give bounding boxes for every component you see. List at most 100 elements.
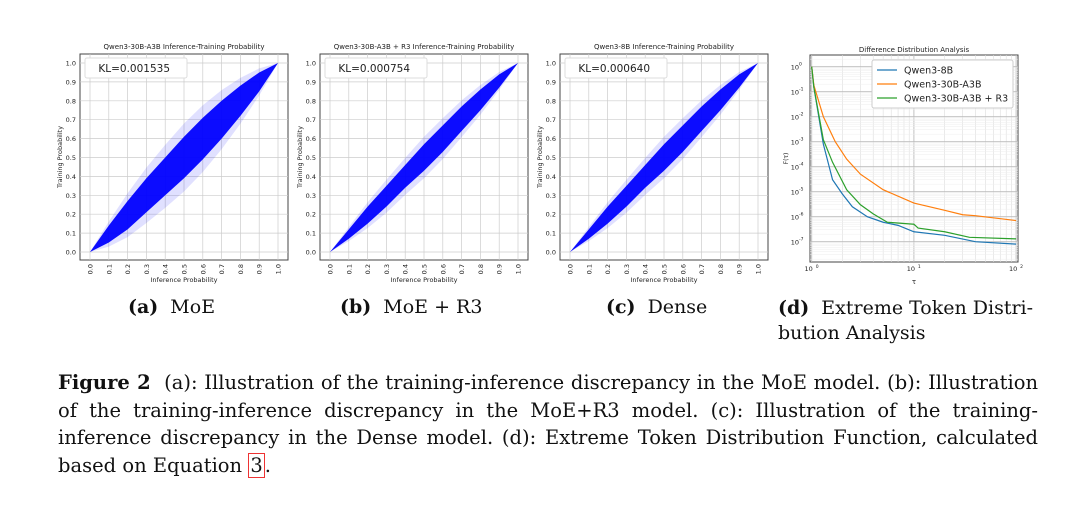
y-tick-label: 0.2 — [306, 211, 316, 219]
x-tick-label: 0.7 — [698, 264, 706, 274]
chart-title: Qwen3-8B Inference-Training Probability — [594, 43, 734, 51]
y-tick-exponent: -3 — [799, 137, 804, 143]
y-tick-label: 0.3 — [546, 192, 556, 200]
x-tick-label: 0.6 — [439, 264, 447, 274]
equation-link[interactable]: 3 — [248, 452, 265, 478]
legend-label: Qwen3-30B-A3B + R3 — [904, 94, 1008, 105]
legend-box — [564, 57, 668, 79]
subcaption-b: (b) MoE + R3 — [340, 296, 483, 318]
y-tick-label: 1.0 — [546, 60, 556, 68]
y-tick-exponent: 0 — [799, 62, 802, 68]
y-tick-label: 0.9 — [66, 78, 76, 86]
legend-box — [84, 57, 188, 79]
x-tick-label: 0.1 — [105, 264, 113, 274]
y-tick-label: 0.1 — [546, 230, 556, 238]
y-tick-exponent: -4 — [799, 162, 804, 168]
y-tick-label: 0.0 — [546, 249, 556, 257]
legend — [871, 59, 1014, 109]
x-tick-label: 0.8 — [237, 264, 245, 274]
scatter-points — [570, 63, 758, 252]
x-tick-label: 0.7 — [218, 264, 226, 274]
y-tick-label: 0.2 — [546, 211, 556, 219]
y-tick-label: 10 — [791, 189, 799, 197]
y-tick-label: 1.0 — [306, 60, 316, 68]
line-panel: 10 010 -110 -210 -310 -410 -510 -610 -710 0 10 1 10 2… — [783, 46, 1023, 286]
x-tick-label: 0.8 — [717, 264, 725, 274]
x-tick-label: 1.0 — [755, 264, 763, 274]
x-tick-label: 0.2 — [604, 264, 612, 274]
x-tick-label: 10 — [907, 265, 915, 273]
x-tick-label: 0.5 — [421, 264, 429, 274]
scatter-panel-1: 0.0 0.0 0.1 0.1 0.2 0.2 0.3 0.3 0.4 0.4 0.5 0.5 0.6 0… — [56, 43, 289, 284]
y-tick-label: 0.7 — [306, 116, 316, 124]
x-tick-label: 1.0 — [515, 264, 523, 274]
figure-caption: Figure 2 (a): Illustration of the traini… — [58, 371, 1038, 478]
x-tick-label: 0.3 — [383, 264, 391, 274]
x-axis-label: Inference Probability — [151, 276, 218, 284]
x-tick-exponent: 1 — [918, 264, 921, 270]
subcaption-a: (a) MoE — [128, 296, 216, 318]
y-tick-label: 0.2 — [66, 211, 76, 219]
y-tick-label: 0.0 — [66, 249, 76, 257]
y-tick-label: 0.5 — [66, 154, 76, 162]
y-axis-label: Training Probability — [56, 126, 64, 189]
y-axis-label: F(τ) — [783, 153, 790, 165]
x-tick-label: 0.3 — [623, 264, 631, 274]
x-axis-label: τ — [912, 278, 916, 286]
y-tick-label: 0.6 — [66, 135, 76, 143]
y-tick-label: 0.1 — [306, 230, 316, 238]
x-tick-exponent: 0 — [816, 264, 819, 270]
scatter-panel-2: 0.0 0.0 0.1 0.1 0.2 0.2 0.3 0.3 0.4 0.4 0.5 0.5 0.6 0… — [296, 43, 529, 284]
x-tick-label: 0.1 — [345, 264, 353, 274]
y-tick-exponent: -1 — [799, 87, 804, 93]
y-tick-label: 0.1 — [66, 230, 76, 238]
y-tick-exponent: -7 — [799, 237, 804, 243]
y-tick-label: 0.3 — [306, 192, 316, 200]
x-tick-label: 0.0 — [327, 264, 335, 274]
y-tick-label: 10 — [791, 89, 799, 97]
y-tick-label: 0.7 — [546, 116, 556, 124]
x-tick-label: 10 — [805, 265, 813, 273]
x-tick-label: 0.5 — [181, 264, 189, 274]
y-axis-label: Training Probability — [536, 126, 544, 189]
y-tick-label: 1.0 — [66, 60, 76, 68]
y-tick-exponent: -2 — [799, 112, 804, 118]
x-tick-label: 0.4 — [162, 264, 170, 274]
y-tick-label: 10 — [791, 164, 799, 172]
y-axis-label: Training Probability — [296, 126, 304, 189]
x-tick-label: 0.9 — [496, 264, 504, 274]
x-tick-label: 0.4 — [402, 264, 410, 274]
x-tick-label: 0.2 — [364, 264, 372, 274]
y-tick-label: 0.5 — [546, 154, 556, 162]
series-line-3 — [811, 66, 1017, 240]
y-tick-label: 0.8 — [306, 97, 316, 105]
series-line-2 — [811, 66, 1017, 222]
series-line-1 — [811, 66, 1017, 245]
x-tick-label: 0.8 — [477, 264, 485, 274]
y-tick-label: 0.7 — [66, 116, 76, 124]
x-tick-label: 0.9 — [256, 264, 264, 274]
x-tick-label: 10 — [1009, 265, 1017, 273]
x-tick-label: 0.4 — [642, 264, 650, 274]
kl-annotation: KL=0.000640 — [578, 63, 650, 75]
y-tick-label: 0.9 — [306, 78, 316, 86]
y-tick-label: 0.0 — [306, 249, 316, 257]
x-tick-label: 0.3 — [143, 264, 151, 274]
kl-annotation: KL=0.001535 — [98, 63, 170, 75]
chart-title: Qwen3-30B-A3B Inference-Training Probabi… — [104, 43, 265, 51]
x-tick-exponent: 2 — [1020, 264, 1023, 270]
x-tick-label: 0.1 — [585, 264, 593, 274]
legend-box — [324, 57, 428, 79]
x-tick-label: 1.0 — [275, 264, 283, 274]
kl-annotation: KL=0.000754 — [338, 63, 410, 75]
y-tick-label: 0.9 — [546, 78, 556, 86]
y-tick-label: 0.5 — [306, 154, 316, 162]
y-tick-label: 0.4 — [546, 173, 556, 181]
y-tick-label: 0.4 — [66, 173, 76, 181]
y-tick-label: 10 — [791, 64, 799, 72]
chart-title: Difference Distribution Analysis — [859, 46, 970, 54]
scatter-points — [90, 63, 278, 252]
y-tick-exponent: -5 — [799, 187, 804, 193]
legend-label: Qwen3-8B — [904, 66, 953, 77]
caption-label: Figure 2 — [58, 371, 151, 394]
